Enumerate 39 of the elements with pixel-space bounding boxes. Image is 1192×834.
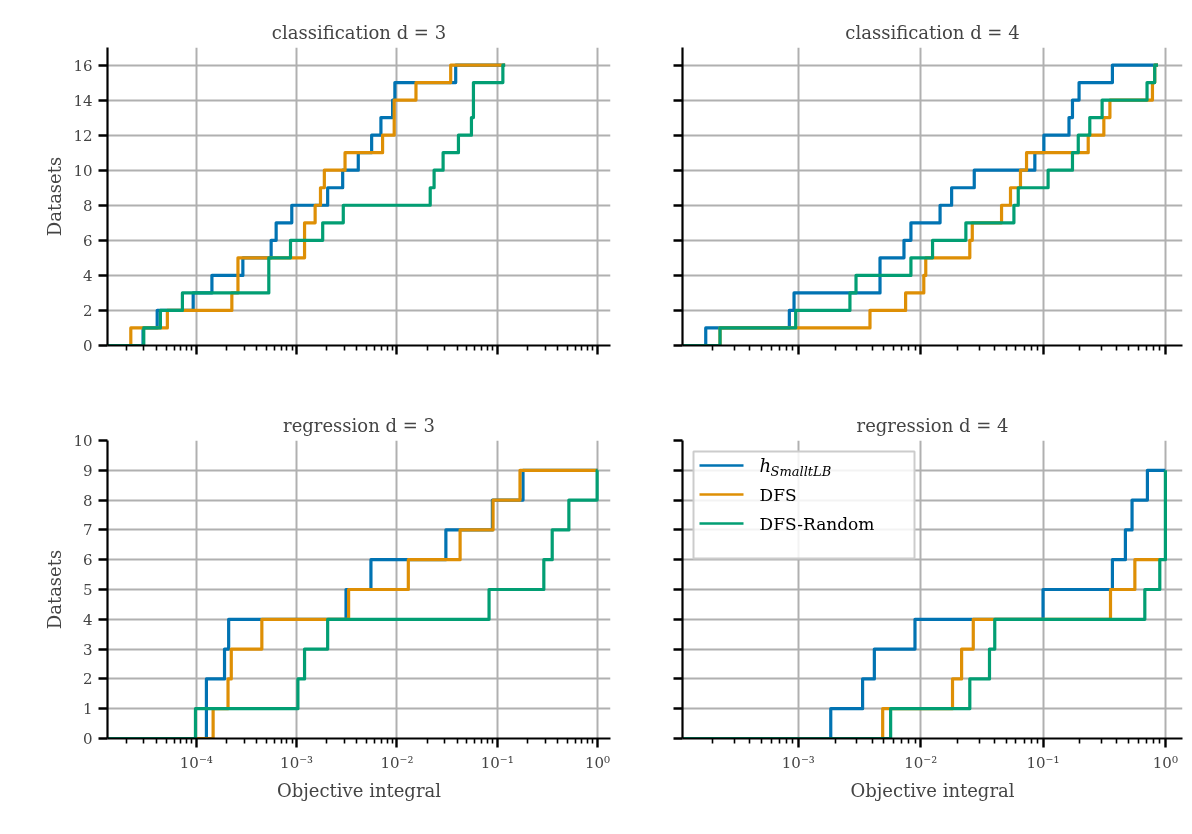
y-tick-label: 5 [82, 581, 93, 599]
y-tick-label: 14 [73, 91, 93, 110]
y-tick-label: 1 [82, 700, 93, 719]
x-tick-label: 10⁻⁴ [179, 753, 213, 772]
chart-title: regression d = 4 [856, 414, 1009, 436]
y-tick-label: 7 [82, 521, 93, 540]
x-tick-label: 10⁰ [584, 753, 610, 772]
legend-label: DFS [759, 484, 797, 505]
y-tick-label: 0 [82, 730, 93, 748]
y-tick-label: 4 [82, 266, 93, 285]
y-tick-label: 9 [82, 461, 93, 480]
y-tick-label: 10 [73, 161, 93, 180]
x-axis-title: Objective integral [277, 779, 442, 801]
chart-title: classification d = 3 [271, 21, 447, 43]
x-tick-label: 10⁻² [380, 753, 414, 772]
y-tick-label: 2 [82, 301, 93, 320]
x-axis-title: Objective integral [850, 779, 1015, 801]
y-tick-label: 2 [82, 670, 93, 689]
y-tick-label: 3 [82, 640, 93, 659]
y-tick-label: 16 [73, 56, 93, 75]
x-tick-label: 10⁻³ [280, 753, 314, 772]
x-tick-label: 10⁻¹ [1026, 753, 1060, 772]
x-tick-label: 10⁰ [1152, 753, 1178, 772]
y-tick-label: 4 [82, 610, 93, 629]
y-axis-title: Datasets [44, 156, 66, 237]
y-axis-title: Datasets [44, 549, 66, 630]
chart-title: classification d = 4 [845, 21, 1020, 43]
legend-label: DFS-Random [759, 513, 875, 534]
chart-title: regression d = 3 [283, 414, 435, 436]
y-tick-label: 8 [82, 491, 93, 510]
y-tick-label: 6 [82, 231, 93, 250]
y-tick-label: 8 [82, 196, 93, 215]
x-tick-label: 10⁻¹ [480, 753, 514, 772]
y-tick-label: 10 [73, 432, 93, 450]
y-tick-label: 12 [73, 126, 93, 145]
x-tick-label: 10⁻² [904, 753, 938, 772]
x-tick-label: 10⁻³ [781, 753, 815, 772]
y-tick-label: 0 [82, 337, 93, 355]
y-tick-label: 6 [82, 551, 93, 570]
